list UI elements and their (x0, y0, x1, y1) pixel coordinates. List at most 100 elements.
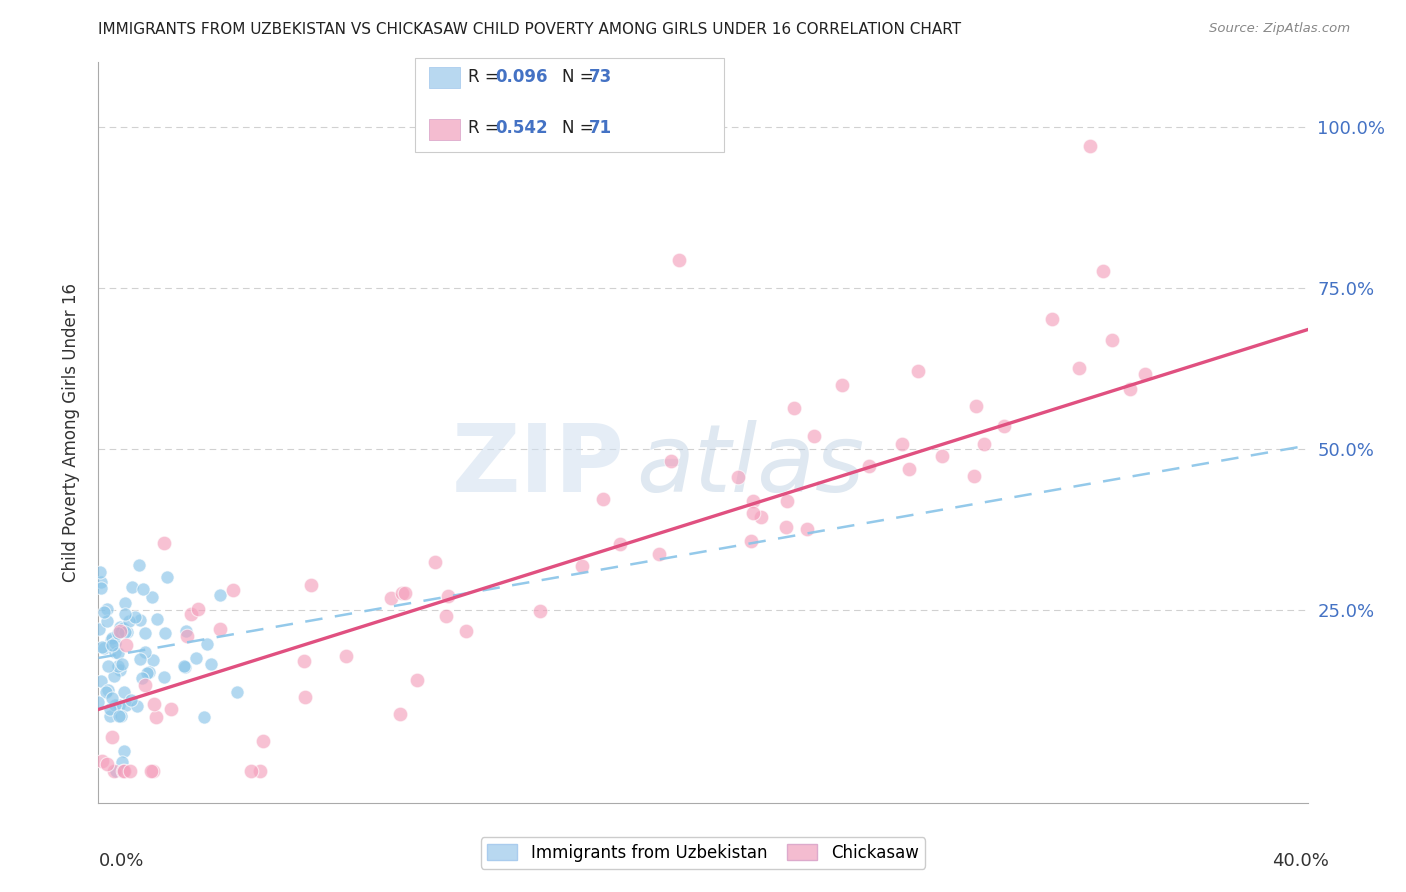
Point (1119, 382, 1142, 396)
Text: 71: 71 (589, 120, 612, 137)
Text: R =: R = (468, 68, 505, 86)
Point (141, 764, 163, 778)
Text: ZIP: ZIP (451, 420, 624, 512)
Text: atlas: atlas (637, 420, 865, 511)
Point (101, 638, 124, 652)
Point (90, 640, 112, 655)
Point (98, 702, 121, 716)
Point (742, 494, 765, 508)
Point (104, 698, 127, 712)
Point (208, 588, 231, 602)
Point (931, 449, 953, 463)
Point (153, 535, 176, 549)
Point (134, 645, 156, 659)
Point (776, 493, 799, 508)
Point (200, 657, 222, 671)
Point (1091, 263, 1114, 277)
Point (239, 764, 262, 778)
Point (97, 682, 120, 697)
Point (104, 645, 127, 659)
Text: R =: R = (468, 120, 505, 137)
Point (155, 625, 177, 640)
Point (115, 638, 138, 652)
Point (121, 581, 143, 595)
Point (89, 623, 111, 637)
Point (394, 586, 416, 600)
Point (391, 586, 413, 600)
Point (101, 730, 124, 744)
Point (252, 733, 274, 747)
Point (890, 437, 912, 451)
Point (128, 558, 150, 572)
Point (91, 755, 114, 769)
Point (436, 589, 458, 603)
Point (973, 437, 995, 451)
Point (111, 755, 134, 769)
Point (94, 684, 117, 698)
Point (803, 429, 825, 443)
Point (90, 673, 112, 688)
Point (111, 764, 134, 778)
Point (209, 622, 232, 636)
Point (104, 635, 127, 649)
Point (110, 709, 132, 723)
Point (1040, 312, 1063, 326)
Point (127, 698, 149, 713)
Point (117, 625, 139, 640)
Point (454, 624, 477, 639)
Point (174, 660, 197, 674)
Point (187, 602, 209, 616)
Point (180, 607, 202, 621)
Point (124, 610, 146, 624)
Point (120, 764, 142, 778)
Text: 0.0%: 0.0% (98, 852, 143, 870)
Point (389, 706, 412, 721)
Point (143, 697, 166, 711)
Point (294, 690, 316, 704)
Point (142, 653, 165, 667)
Point (101, 632, 124, 646)
Point (659, 453, 682, 467)
Point (423, 555, 446, 569)
Text: N =: N = (562, 68, 599, 86)
Point (110, 620, 132, 634)
Point (299, 578, 322, 592)
Point (727, 470, 749, 484)
Point (114, 596, 136, 610)
Point (96, 756, 118, 771)
Point (156, 570, 179, 584)
Point (965, 399, 987, 413)
Point (749, 509, 772, 524)
Point (592, 491, 614, 506)
Point (132, 582, 155, 596)
Point (93, 640, 115, 655)
Point (110, 657, 132, 672)
Point (96, 614, 118, 628)
Point (153, 669, 176, 683)
Point (108, 624, 131, 638)
Point (89, 565, 111, 579)
Point (134, 677, 156, 691)
Point (111, 621, 134, 635)
Point (145, 710, 167, 724)
Point (405, 673, 427, 687)
Text: Source: ZipAtlas.com: Source: ZipAtlas.com (1209, 22, 1350, 36)
Point (129, 651, 152, 665)
Point (1133, 367, 1156, 381)
Point (434, 609, 457, 624)
Point (134, 625, 156, 640)
Point (107, 625, 129, 640)
Point (292, 654, 315, 668)
Y-axis label: Child Poverty Among Girls Under 16: Child Poverty Among Girls Under 16 (62, 283, 80, 582)
Point (138, 665, 160, 679)
Point (195, 637, 218, 651)
Text: N =: N = (562, 120, 599, 137)
Point (174, 624, 197, 639)
Point (907, 364, 929, 378)
Point (103, 669, 125, 683)
Point (107, 646, 129, 660)
Point (110, 663, 132, 677)
Point (740, 534, 762, 549)
Point (101, 690, 124, 705)
Point (107, 709, 129, 723)
